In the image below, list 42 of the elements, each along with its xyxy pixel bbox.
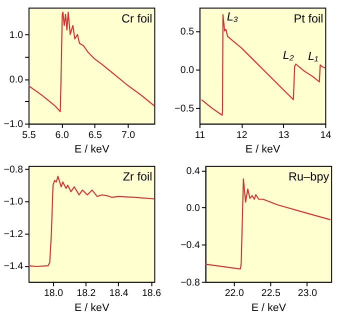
y-tick-label: 0.4: [186, 166, 200, 177]
x-tick-label: 6.5: [88, 130, 103, 141]
y-tick-label: −1.0: [4, 119, 24, 130]
x-tick-label: 22.0: [224, 288, 244, 300]
x-axis-title: E / keV: [74, 144, 110, 156]
chart-title: Zr foil: [122, 170, 152, 184]
x-tick-label: 13: [278, 130, 290, 141]
x-tick-label: 7.0: [121, 130, 136, 141]
x-tick-label: 12: [236, 130, 248, 141]
y-tick-label: 0.0: [9, 74, 24, 86]
x-tick-label: 11: [194, 130, 206, 141]
y-tick-label: −0.8: [180, 277, 200, 288]
x-tick-label: 6.0: [55, 130, 70, 141]
x-tick-label: 23.0: [298, 288, 318, 300]
annotation: L₁: [308, 50, 318, 63]
annotation: L₃: [226, 10, 238, 24]
y-tick-label: 0.0: [180, 64, 195, 76]
line-series: [201, 14, 326, 116]
chart-title: Ru–bpy: [288, 170, 330, 184]
y-tick-label: −0.5: [174, 104, 195, 115]
y-tick-label: −1.4: [4, 261, 24, 272]
x-tick-label: 18.4: [109, 288, 129, 300]
annotation: L₂: [282, 49, 294, 62]
line-series: [28, 12, 154, 112]
x-axis-title: E / keV: [245, 144, 282, 156]
x-tick-label: 18.6: [142, 288, 162, 300]
x-axis-title: E / keV: [74, 302, 110, 314]
y-tick-label: 1.0: [9, 30, 24, 41]
x-axis-title: E / keV: [251, 302, 287, 314]
y-tick-label: −0.4: [180, 240, 200, 252]
x-tick-label: 5.5: [22, 130, 36, 141]
y-tick-label: −1.2: [4, 228, 24, 240]
y-tick-label: 0.0: [186, 203, 200, 214]
x-tick-label: 14: [320, 130, 332, 141]
x-tick-label: 18.2: [76, 288, 96, 300]
x-tick-label: 22.5: [261, 288, 282, 300]
y-tick-label: −0.8: [4, 164, 24, 176]
chart-title: Pt foil: [294, 12, 324, 26]
chart-title: Cr foil: [122, 12, 152, 26]
y-tick-label: −1.0: [4, 196, 24, 208]
x-tick-label: 18.0: [44, 288, 64, 300]
y-tick-label: 0.5: [180, 26, 195, 38]
